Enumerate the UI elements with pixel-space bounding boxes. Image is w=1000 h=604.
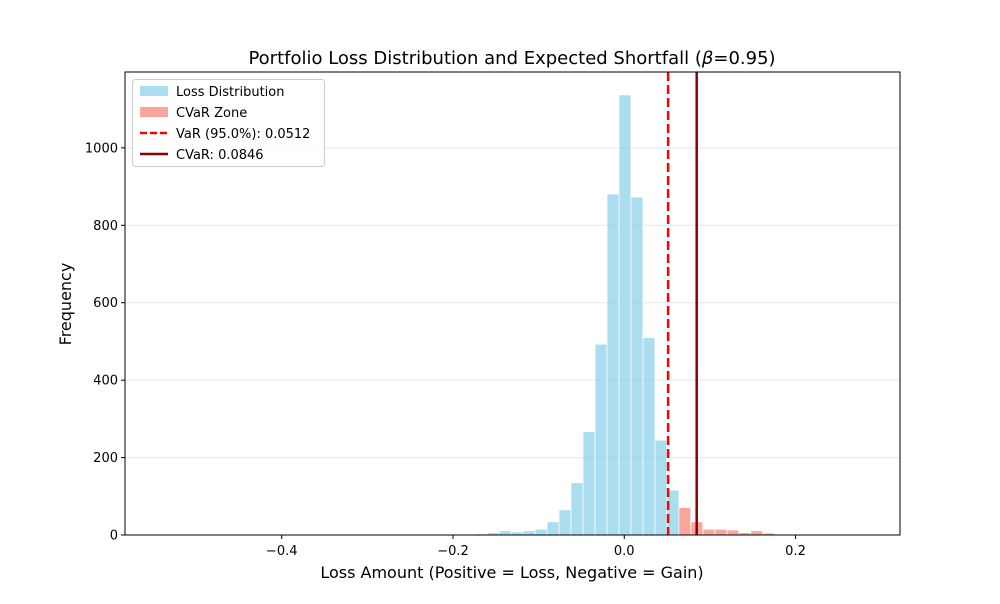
x-tick-label: −0.4 <box>266 544 298 559</box>
legend-swatch-loss <box>140 86 168 96</box>
loss-bar <box>583 432 595 535</box>
legend-label-var: VaR (95.0%): 0.0512 <box>176 127 310 142</box>
loss-bar <box>571 483 583 535</box>
loss-bar <box>559 510 571 535</box>
cvar-bar <box>727 530 739 535</box>
x-tick-label: 0.0 <box>614 544 635 559</box>
reference-lines <box>668 72 697 535</box>
loss-bar <box>535 529 547 535</box>
loss-bar <box>631 197 643 535</box>
legend-label-loss: Loss Distribution <box>176 85 285 100</box>
y-axis-label: Frequency <box>56 263 75 346</box>
x-tick-label: −0.2 <box>437 544 469 559</box>
x-tick-label: 0.2 <box>785 544 806 559</box>
y-tick-label: 800 <box>93 219 118 234</box>
legend-label-cvar-zone: CVaR Zone <box>176 106 247 121</box>
cvar-bar <box>715 529 727 535</box>
cvar-bar <box>679 508 691 535</box>
legend-label-cvar: CVaR: 0.0846 <box>176 148 264 163</box>
legend-swatch-cvar-zone <box>140 107 168 117</box>
loss-bar <box>619 95 631 535</box>
loss-bar <box>499 531 511 535</box>
chart-title: Portfolio Loss Distribution and Expected… <box>248 48 775 69</box>
y-axis-ticks: 0 200 400 600 800 1000 <box>85 141 125 543</box>
y-tick-label: 200 <box>93 451 118 466</box>
y-tick-label: 600 <box>93 296 118 311</box>
y-tick-label: 0 <box>110 529 118 544</box>
grid <box>125 148 900 535</box>
loss-bar <box>523 531 535 535</box>
y-tick-label: 1000 <box>85 141 118 156</box>
cvar-bar <box>751 531 763 535</box>
x-axis-label: Loss Amount (Positive = Loss, Negative =… <box>320 563 703 582</box>
legend: Loss Distribution CVaR Zone VaR (95.0%):… <box>133 80 325 167</box>
loss-bar <box>643 338 655 535</box>
cvar-bar <box>703 529 715 535</box>
loss-bar <box>547 522 559 535</box>
loss-bar <box>595 344 607 535</box>
loss-bar <box>607 194 619 535</box>
loss-bar <box>655 440 667 535</box>
x-axis-ticks: −0.4 −0.2 0.0 0.2 <box>266 535 806 559</box>
y-tick-label: 400 <box>93 374 118 389</box>
